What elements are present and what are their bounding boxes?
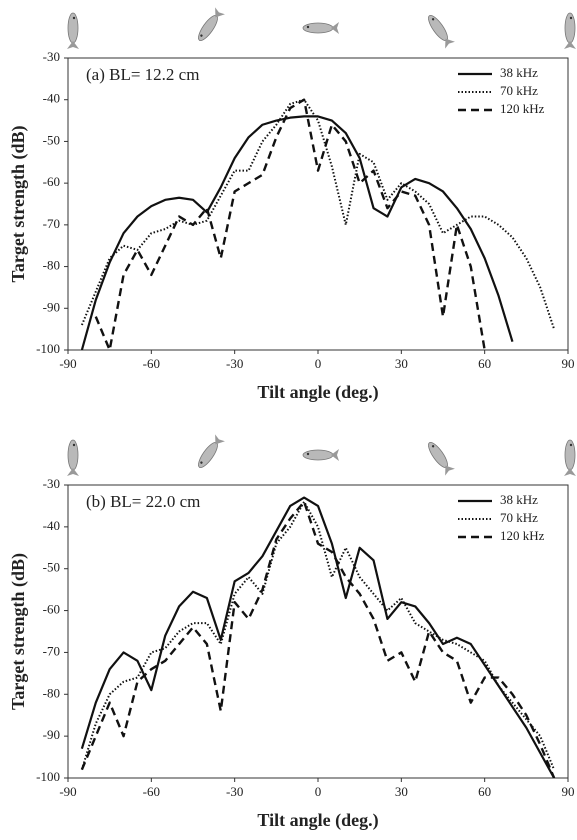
- series-line: [80, 500, 556, 778]
- x-tick-label: -30: [226, 784, 243, 799]
- fish-icon: [302, 22, 339, 34]
- panel-annotation: (a) BL= 12.2 cm: [86, 65, 199, 84]
- fish-eye: [200, 34, 203, 37]
- x-tick-label: -60: [143, 784, 160, 799]
- x-tick-label: 60: [478, 784, 491, 799]
- y-tick-label: -70: [43, 216, 60, 231]
- y-axis-label: Target strength (dB): [8, 553, 29, 710]
- fish-icon: [428, 14, 455, 49]
- legend-label: 120 kHz: [500, 101, 545, 116]
- y-tick-label: -100: [36, 769, 60, 784]
- fish-eye: [72, 443, 76, 447]
- legend-label: 70 kHz: [500, 510, 538, 525]
- fish-eye: [431, 18, 435, 21]
- series-line: [80, 98, 556, 330]
- fish-tail: [215, 7, 225, 18]
- y-tick-label: -90: [43, 727, 60, 742]
- x-tick-label: 60: [478, 356, 491, 371]
- fish-tail: [445, 465, 455, 476]
- fish-icon: [302, 449, 339, 461]
- x-tick-label: 30: [395, 356, 408, 371]
- series-line: [80, 115, 514, 350]
- panel: -100-90-80-70-60-50-40-30-90 -60 -30 0 30 60 9…: [8, 7, 576, 403]
- fish-body: [198, 14, 218, 42]
- panel: -100-90-80-70-60-50-40-30-90 -60 -30 0 30 60 9…: [8, 434, 576, 831]
- x-tick-label: -60: [143, 356, 160, 371]
- fish-icon: [428, 441, 455, 476]
- fish-tail: [215, 434, 225, 445]
- legend-label: 38 kHz: [500, 65, 538, 80]
- x-tick-label: 90: [562, 356, 575, 371]
- series-line: [94, 98, 486, 350]
- x-tick-label: -90: [59, 356, 76, 371]
- fish-icon: [67, 439, 79, 476]
- x-axis-label: Tilt angle (deg.): [257, 382, 378, 403]
- fish-icon: [67, 12, 79, 49]
- x-tick-label: 0: [315, 356, 322, 371]
- x-tick-label: -90: [59, 784, 76, 799]
- fish-icon: [564, 439, 576, 476]
- x-tick-label: 0: [315, 784, 322, 799]
- series-lines: [80, 98, 556, 350]
- x-tick-label: 30: [395, 784, 408, 799]
- fish-icon: [198, 434, 225, 469]
- y-tick-label: -50: [43, 560, 60, 575]
- y-tick-label: -70: [43, 643, 60, 658]
- y-tick-label: -80: [43, 258, 60, 273]
- fish-tail: [564, 41, 576, 49]
- y-tick-label: -40: [43, 518, 60, 533]
- y-tick-label: -40: [43, 91, 60, 106]
- fish-eye: [72, 16, 76, 20]
- x-tick-label: -30: [226, 356, 243, 371]
- fish-tail: [331, 22, 339, 34]
- fish-body: [428, 441, 448, 469]
- y-tick-label: -30: [43, 49, 60, 64]
- fish-eye: [431, 445, 435, 448]
- legend-label: 120 kHz: [500, 528, 545, 543]
- legend-label: 38 kHz: [500, 492, 538, 507]
- y-tick-label: -80: [43, 685, 60, 700]
- fish-tail: [67, 41, 79, 49]
- y-tick-label: -50: [43, 132, 60, 147]
- legend-label: 70 kHz: [500, 83, 538, 98]
- fish-body: [428, 14, 448, 42]
- plot-frame: [67, 57, 569, 351]
- y-tick-label: -60: [43, 602, 60, 617]
- fish-icon: [564, 12, 576, 49]
- y-tick-label: -100: [36, 341, 60, 356]
- y-tick-label: -30: [43, 476, 60, 491]
- fish-tail: [564, 468, 576, 476]
- fish-body: [198, 441, 218, 469]
- fish-icon: [198, 7, 225, 42]
- fish-eye: [569, 16, 573, 20]
- series-line: [80, 496, 556, 778]
- x-tick-label: 90: [562, 784, 575, 799]
- fish-eye: [569, 443, 573, 447]
- fish-tail: [331, 449, 339, 461]
- y-tick-label: -90: [43, 299, 60, 314]
- fish-tail: [445, 38, 455, 49]
- series-lines: [80, 496, 556, 778]
- fish-eye: [200, 461, 203, 464]
- fish-tail: [67, 468, 79, 476]
- panel-annotation: (b) BL= 22.0 cm: [86, 492, 200, 511]
- x-axis-label: Tilt angle (deg.): [257, 810, 378, 831]
- y-axis-label: Target strength (dB): [8, 125, 29, 282]
- fish-eye: [306, 25, 310, 29]
- y-tick-label: -60: [43, 174, 60, 189]
- fish-eye: [306, 452, 310, 456]
